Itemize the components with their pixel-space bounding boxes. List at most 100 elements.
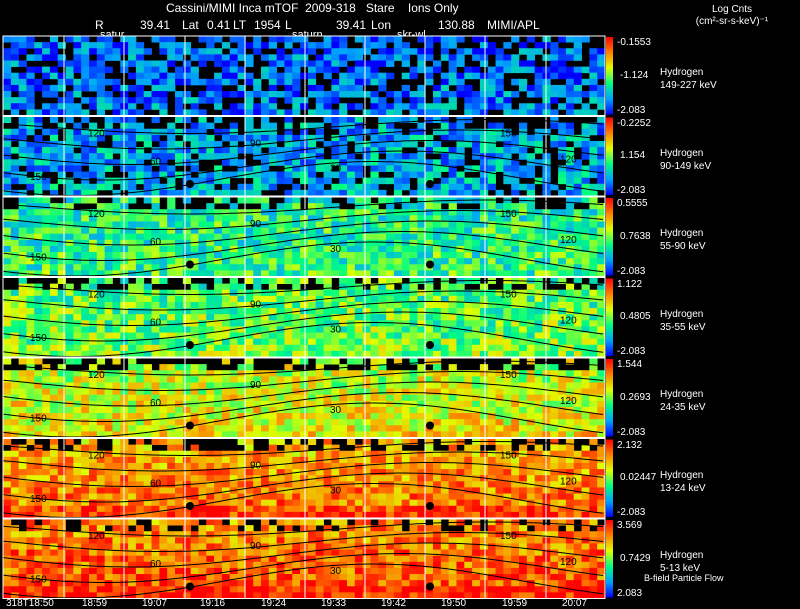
heatmap-cell [128,444,137,452]
heatmap-cell [347,177,356,185]
heatmap-cell [135,78,145,86]
heatmap-cell [18,233,27,241]
heatmap-cell [229,221,238,228]
heatmap-cell [401,406,410,414]
heatmap-cell [550,270,559,277]
heatmap-cell [167,406,176,414]
heatmap-cell [268,388,278,396]
heatmap-cell [464,258,473,265]
heatmap-cell [565,252,575,259]
heatmap-cell [49,66,59,74]
heatmap-cell [370,419,379,426]
heatmap-cell [433,227,442,235]
heatmap-cell [440,165,450,172]
heatmap-cell [112,227,121,235]
heatmap-cell [440,370,450,377]
heatmap-cell [73,444,82,452]
heatmap-cell [417,189,426,197]
heatmap-cell [534,431,543,438]
heatmap-cell [34,270,43,277]
heatmap-cell [589,84,598,92]
heatmap-cell [558,245,567,253]
contour-line [2,371,604,391]
heatmap-cell [49,394,59,402]
heatmap-cell [159,264,168,271]
heatmap-cell [589,97,598,104]
heatmap-cell [597,413,606,420]
heatmap-cell [65,344,74,352]
heatmap-cell [245,400,254,408]
heatmap-cell [18,289,27,297]
heatmap-cell [440,350,450,358]
heatmap-cell [370,177,379,185]
heatmap-cell [268,308,278,315]
heatmap-cell [433,394,442,402]
heatmap-cell [339,338,348,346]
heatmap-cell [464,134,473,142]
heatmap-cell [253,171,262,179]
heatmap-cell [65,116,74,124]
heatmap-cell [175,425,184,432]
heatmap-cell [479,270,489,277]
heatmap-cell [57,400,66,408]
heatmap-cell [261,258,270,265]
heatmap-cell [597,54,606,61]
heatmap-cell [526,258,536,265]
heatmap-cell [464,66,473,74]
heatmap-cell [10,370,20,377]
heatmap-cell [73,197,82,204]
heatmap-cell [339,270,348,277]
heatmap-cell [276,203,285,210]
heatmap-cell [417,475,426,482]
heatmap-cell [206,308,215,315]
heatmap-cell [34,153,43,160]
heatmap-cell [526,419,536,426]
heatmap-cell [261,320,270,327]
heatmap-cell [42,183,51,191]
heatmap-cell [550,425,559,432]
heatmap-cell [393,103,403,110]
heatmap-cell [307,320,317,327]
heatmap-cell [440,388,450,396]
heatmap-cell [214,140,223,148]
heatmap-cell [159,400,168,408]
heatmap-cell [245,388,254,396]
heatmap-cell [378,140,387,148]
heatmap-cell [214,350,223,358]
heatmap-cell [479,171,489,179]
heatmap-cell [323,425,332,432]
heatmap-cell [581,413,590,420]
heatmap-cell [565,456,575,464]
heatmap-cell [143,78,152,86]
heatmap-cell [339,109,348,116]
heatmap-cell [42,338,51,346]
heatmap-cell [229,239,238,247]
heatmap-cell [284,326,293,333]
heatmap-cell [307,239,317,247]
heatmap-cell [128,84,137,92]
heatmap-cell [190,320,199,327]
heatmap-cell [261,42,270,49]
heatmap-cell [245,320,254,327]
heatmap-cell [135,469,145,476]
heatmap-cell [261,153,270,160]
heatmap-cell [276,456,285,464]
heatmap-cell [354,358,364,365]
heatmap-cell [339,209,348,216]
heatmap-cell [542,128,551,136]
heatmap-cell [456,450,465,458]
heatmap-cell [26,314,35,321]
heatmap-cell [440,289,450,297]
heatmap-cell [245,221,254,228]
heatmap-cell [128,320,137,327]
heatmap-cell [323,394,332,402]
heatmap-cell [581,350,590,358]
heatmap-cell [26,109,35,116]
heatmap-cell [73,84,82,92]
heatmap-cell [393,97,403,104]
heatmap-cell [417,165,426,172]
heatmap-cell [456,140,465,148]
heatmap-cell [448,382,457,389]
heatmap-cell [190,475,199,482]
heatmap-cell [276,469,285,476]
